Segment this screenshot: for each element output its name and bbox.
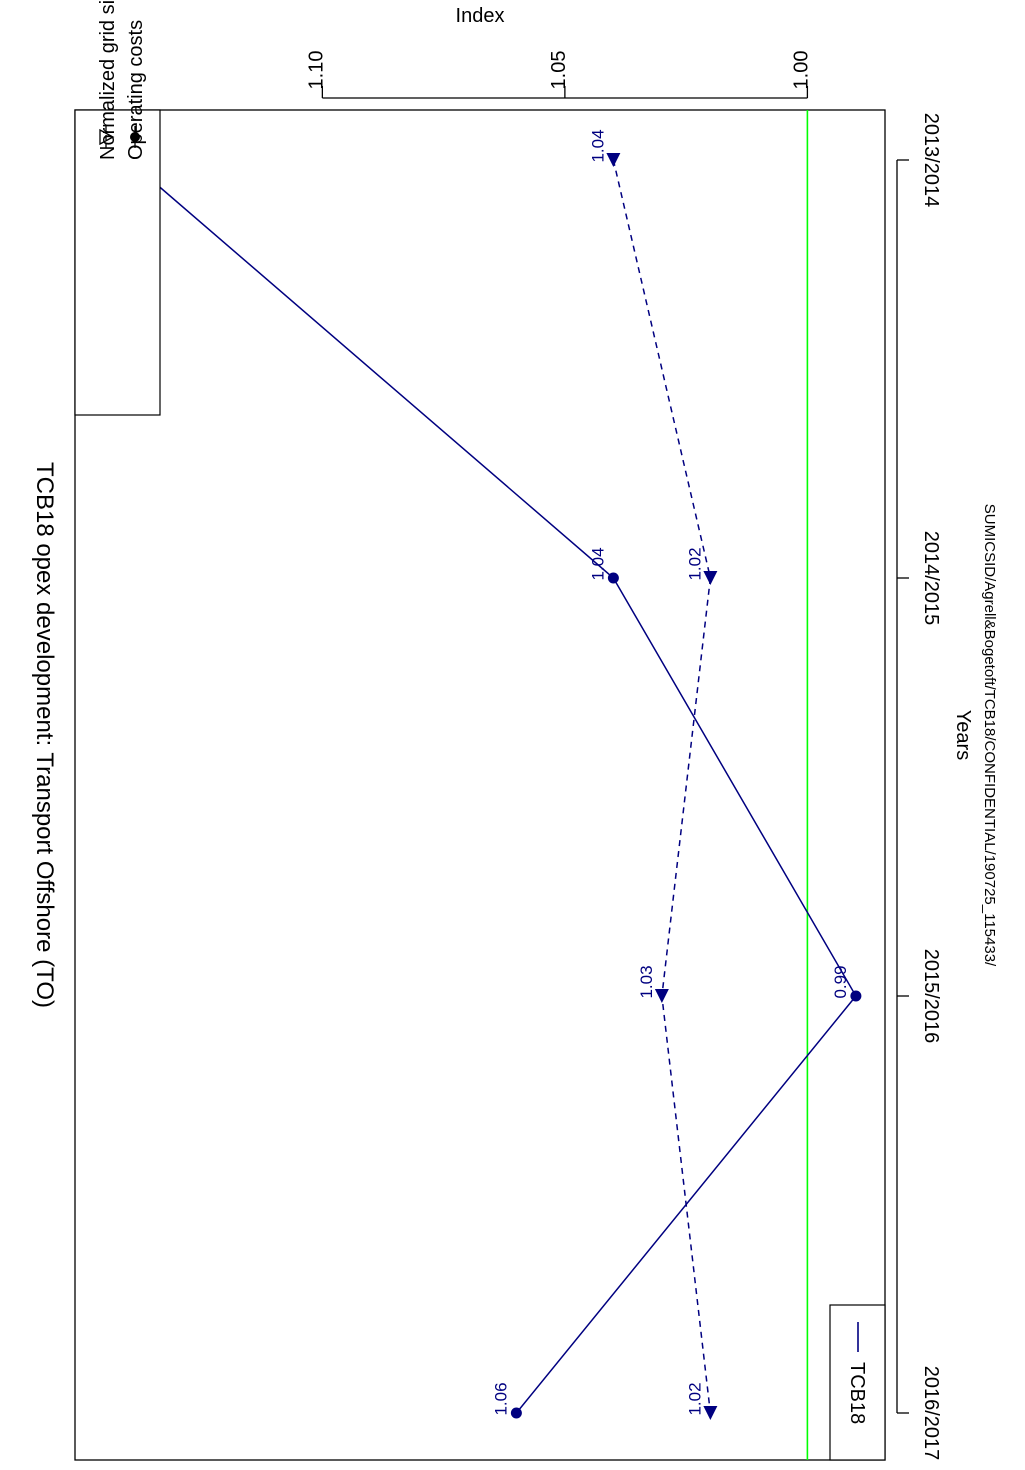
point-operating-costs <box>510 1407 522 1419</box>
data-labels: 1.141.040.991.061.041.021.031.02 <box>103 129 850 1415</box>
data-label: 0.99 <box>831 965 850 998</box>
y-tick-label: 1.10 <box>305 51 327 90</box>
x-tick-label: 2014/2015 <box>920 531 942 626</box>
data-label: 1.06 <box>491 1382 510 1415</box>
point-operating-costs <box>850 990 862 1002</box>
footnote: SUMICSID/Agrell&Bogetoft/TCB18/CONFIDENT… <box>981 504 998 967</box>
point-normalized-grid-size <box>606 153 621 167</box>
legend-circle-marker <box>130 132 140 142</box>
data-label: 1.03 <box>637 965 656 998</box>
y-tick-label: 1.00 <box>790 51 812 90</box>
legend-normalized-grid-size: Normalized grid size <box>97 0 119 160</box>
data-label: 1.04 <box>588 129 607 162</box>
data-label: 1.04 <box>588 547 607 580</box>
legend-line-types-box <box>74 109 161 416</box>
legend-triangle-marker <box>99 128 115 146</box>
point-normalized-grid-size <box>654 989 669 1003</box>
legend-line-types: Normalized grid size Operating costs <box>74 0 161 416</box>
data-label: 1.02 <box>685 547 704 580</box>
point-operating-costs <box>607 572 619 584</box>
point-normalized-grid-size <box>703 1406 718 1420</box>
data-label: 1.02 <box>685 1382 704 1415</box>
y-axis-title: Index <box>456 5 505 27</box>
y-tick-label: 1.05 <box>548 51 570 90</box>
plot-frame <box>74 109 886 1461</box>
x-tick-label: 2015/2016 <box>920 949 942 1044</box>
x-tick-label: 2013/2014 <box>920 113 942 208</box>
legend-groups: TCB18 <box>829 1304 886 1461</box>
x-axis: 2013/2014 2014/2015 2015/2016 2016/2017 <box>896 113 942 1461</box>
series-layer <box>122 153 862 1420</box>
series-line-normalized-grid-size <box>612 159 712 1414</box>
chart-title: TCB18 opex development: Transport Offsho… <box>31 462 58 1008</box>
point-normalized-grid-size <box>703 571 718 585</box>
x-tick-label: 2016/2017 <box>920 1366 942 1461</box>
legend-groups-box <box>829 1304 886 1461</box>
series-line-operating-costs <box>127 159 857 1414</box>
legend-operating-costs: Operating costs <box>125 20 147 160</box>
legend-tcb18: TCB18 <box>846 1362 868 1424</box>
x-axis-title: Years <box>952 710 974 760</box>
y-axis: 1.00 1.05 1.10 <box>305 51 812 99</box>
